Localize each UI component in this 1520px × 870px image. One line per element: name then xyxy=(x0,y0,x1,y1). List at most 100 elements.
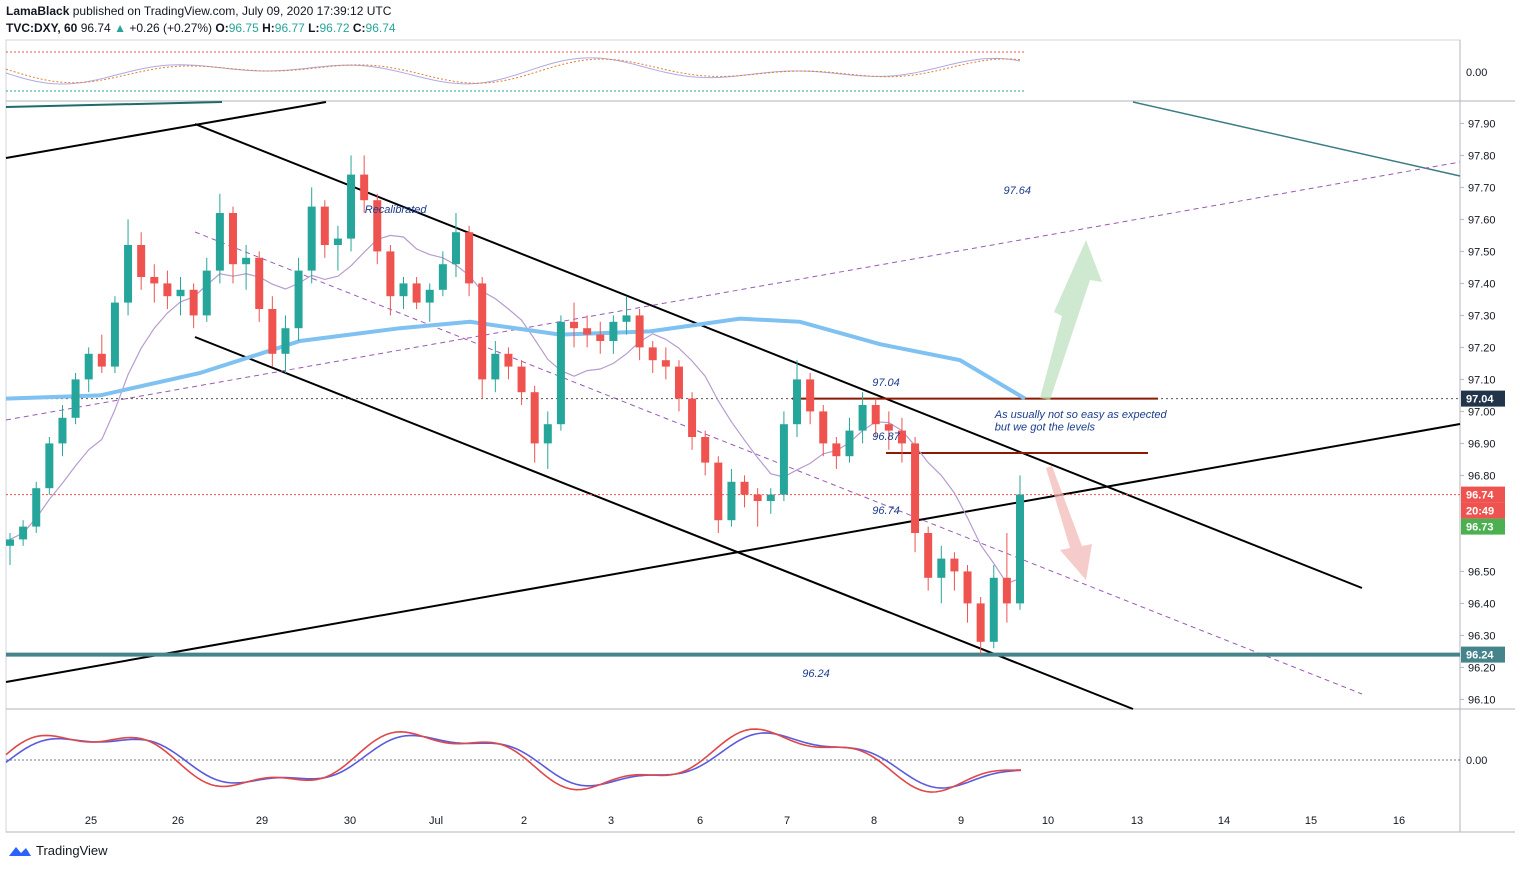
candle-body xyxy=(937,558,946,578)
candle-body xyxy=(333,238,342,245)
time-tick-label: 2 xyxy=(521,815,527,827)
symbol-name[interactable]: TVC:DXY, 60 xyxy=(6,21,78,35)
price-tick-label: 97.70 xyxy=(1468,182,1496,194)
teal-trend-line-right xyxy=(1132,101,1461,177)
candle-body xyxy=(688,398,697,437)
published-info: published on TradingView.com, July 09, 2… xyxy=(72,4,392,18)
stoch-d-line xyxy=(5,728,1022,793)
chart-frame xyxy=(5,39,1461,833)
publisher-line: LamaBlack published on TradingView.com, … xyxy=(6,4,391,18)
candle-body xyxy=(71,379,80,418)
annotations: Recalibrated 97.64 97.04 As usually not so … xyxy=(365,185,1168,680)
candle-body xyxy=(504,353,513,367)
candle-body xyxy=(543,424,552,444)
price-tick-label: 97.20 xyxy=(1468,342,1496,354)
high-label: H: xyxy=(262,21,275,35)
candle-body xyxy=(6,539,14,546)
open-value: 96.75 xyxy=(228,21,259,35)
footer-brand: TradingView xyxy=(36,843,108,858)
candle-body xyxy=(386,251,395,297)
candle-body xyxy=(950,558,959,572)
osc-top-tick: 0.00 xyxy=(1466,67,1487,79)
tradingview-logo-icon xyxy=(9,846,31,856)
candle-body xyxy=(202,270,211,316)
price-tick-label: 97.90 xyxy=(1468,118,1496,130)
price-tag-label: 96.74 xyxy=(1466,490,1494,502)
price-tick-label: 96.10 xyxy=(1468,694,1496,706)
bottom-oscillator: 0.00 xyxy=(5,728,1487,793)
annotation-text: 96.74 xyxy=(872,505,900,517)
last-price: 96.74 xyxy=(80,21,111,35)
time-tick-label: 6 xyxy=(697,815,703,827)
candle-body xyxy=(307,206,316,271)
candle-body xyxy=(727,481,736,521)
candle-body xyxy=(19,526,28,540)
time-tick-label: 10 xyxy=(1042,815,1054,827)
bullish-arrow-icon xyxy=(1040,240,1102,400)
annotation-text: 97.04 xyxy=(872,377,900,389)
candle-body xyxy=(714,462,723,521)
candle-body xyxy=(583,328,592,335)
time-tick-label: 30 xyxy=(344,815,356,827)
candle-body xyxy=(97,353,106,367)
time-tick-label: 16 xyxy=(1393,815,1405,827)
teal-trend-segment xyxy=(5,101,223,108)
tradingview-footer[interactable]: TradingView xyxy=(8,843,108,858)
change-arrow-icon: ▲ xyxy=(114,21,126,35)
price-tick-label: 96.80 xyxy=(1468,470,1496,482)
candle-body xyxy=(832,443,841,457)
author-name[interactable]: LamaBlack xyxy=(6,4,70,18)
time-tick-label: Jul xyxy=(429,815,443,827)
candle-body xyxy=(897,430,906,444)
candle-body xyxy=(530,392,539,444)
price-tick-label: 97.80 xyxy=(1468,150,1496,162)
price-tick-label: 97.50 xyxy=(1468,246,1496,258)
annotation-text: but we got the levels xyxy=(995,422,1096,434)
open-label: O: xyxy=(215,21,229,35)
candle-body xyxy=(438,264,447,290)
candlestick-series xyxy=(6,155,1024,655)
candle-body xyxy=(373,200,382,252)
candle-body xyxy=(570,321,579,329)
annotation-text: 96.24 xyxy=(802,668,830,680)
purple-dashed-upper xyxy=(5,161,1461,421)
low-label: L: xyxy=(308,21,320,35)
moving-average-purple xyxy=(9,234,1021,585)
time-tick-label: 26 xyxy=(172,815,184,827)
candle-body xyxy=(1002,577,1011,604)
price-tag-price xyxy=(1461,486,1505,503)
candle-body xyxy=(399,283,408,297)
candle-body xyxy=(989,577,998,642)
candle-body xyxy=(110,302,119,367)
candle-body xyxy=(150,277,159,284)
candle-body xyxy=(766,494,775,501)
price-tag-ask xyxy=(1461,518,1505,535)
candle-body xyxy=(661,360,670,367)
candle-body xyxy=(412,283,421,303)
time-tick-label: 9 xyxy=(958,815,964,827)
price-tick-label: 96.30 xyxy=(1468,630,1496,642)
candle-body xyxy=(793,379,802,425)
candle-body xyxy=(806,379,815,412)
price-change: +0.26 (+0.27%) xyxy=(129,21,213,35)
candle-body xyxy=(819,411,828,444)
time-tick-label: 7 xyxy=(784,815,790,827)
candle-body xyxy=(294,270,303,329)
candle-body xyxy=(858,405,867,431)
price-tick-label: 97.00 xyxy=(1468,406,1496,418)
candle-body xyxy=(701,437,710,463)
bearish-arrow-icon xyxy=(1046,466,1092,580)
top-oscillator: 0.00 xyxy=(5,51,1487,92)
time-tick-label: 29 xyxy=(256,815,268,827)
candle-body xyxy=(976,603,985,642)
time-tick-label: 8 xyxy=(871,815,877,827)
candle-body xyxy=(478,283,487,380)
candle-body xyxy=(871,405,880,425)
candle-body xyxy=(58,417,67,444)
osc-wave-line xyxy=(5,57,1021,85)
candle-body xyxy=(176,289,185,297)
candle-body xyxy=(124,245,133,303)
candle-body xyxy=(268,309,277,354)
candle-body xyxy=(674,366,683,399)
